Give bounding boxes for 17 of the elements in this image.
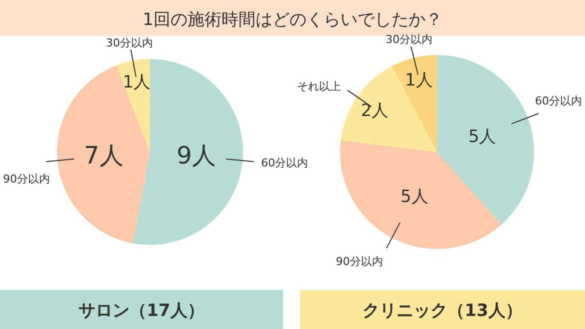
slice-label: 90分以内 (336, 255, 383, 268)
text: 1回の施術時間はどのくらいでしたか？ (142, 10, 442, 30)
slice-label: それ以上 (297, 80, 342, 93)
text: サロン（17人） (78, 301, 204, 321)
slice-label: 30分以内 (106, 36, 153, 50)
data-label: 1人 (122, 72, 151, 93)
data-label: 2人 (360, 101, 389, 122)
slice-label: 60分以内 (261, 156, 308, 170)
data-label: 7人 (84, 141, 124, 170)
text: クリニック（13人） (362, 301, 522, 321)
slice-label: 30分以内 (386, 32, 433, 46)
data-label: 5人 (468, 126, 496, 147)
data-label: 1人 (404, 70, 433, 91)
slice-label: 60分以内 (535, 94, 582, 108)
slice-label: 90分以内 (3, 172, 50, 186)
data-label: 9人 (176, 141, 216, 170)
data-label: 5人 (400, 186, 428, 207)
